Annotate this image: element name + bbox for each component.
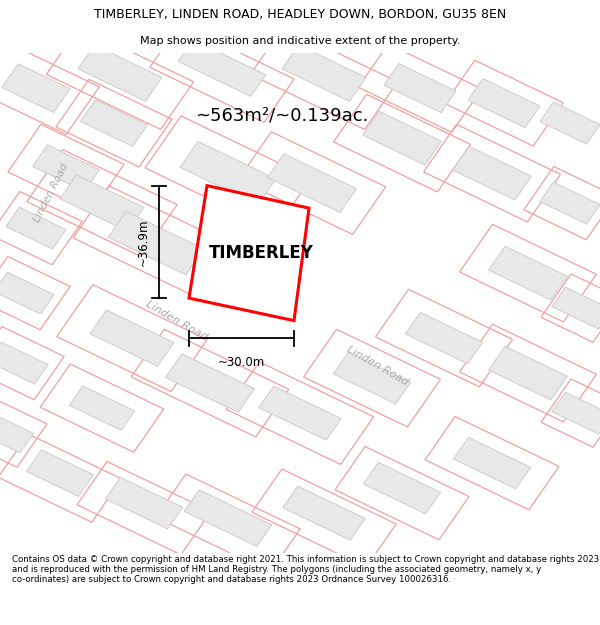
Polygon shape <box>184 490 272 546</box>
Text: TIMBERLEY: TIMBERLEY <box>209 244 313 262</box>
Polygon shape <box>283 486 365 540</box>
Polygon shape <box>2 64 70 112</box>
Text: Linden Road: Linden Road <box>346 344 410 388</box>
Polygon shape <box>259 386 341 440</box>
Text: ~30.0m: ~30.0m <box>218 356 265 369</box>
Polygon shape <box>60 175 144 231</box>
Polygon shape <box>189 186 309 321</box>
Polygon shape <box>488 246 568 300</box>
Polygon shape <box>0 272 54 314</box>
Text: Linden Road: Linden Road <box>145 299 209 343</box>
Polygon shape <box>454 438 530 489</box>
Polygon shape <box>488 346 568 400</box>
Text: Linden Road: Linden Road <box>32 162 70 224</box>
Polygon shape <box>32 145 100 191</box>
Polygon shape <box>384 64 456 112</box>
Polygon shape <box>6 207 66 249</box>
Polygon shape <box>78 45 162 101</box>
Text: Contains OS data © Crown copyright and database right 2021. This information is : Contains OS data © Crown copyright and d… <box>12 554 599 584</box>
Polygon shape <box>452 146 532 200</box>
Polygon shape <box>106 478 182 529</box>
Polygon shape <box>90 310 174 366</box>
Polygon shape <box>540 102 600 144</box>
Polygon shape <box>178 40 266 96</box>
Polygon shape <box>0 413 34 453</box>
Polygon shape <box>80 100 148 146</box>
Polygon shape <box>166 354 254 412</box>
Polygon shape <box>540 182 600 224</box>
Text: TIMBERLEY, LINDEN ROAD, HEADLEY DOWN, BORDON, GU35 8EN: TIMBERLEY, LINDEN ROAD, HEADLEY DOWN, BO… <box>94 8 506 21</box>
Text: Map shows position and indicative extent of the property.: Map shows position and indicative extent… <box>140 36 460 46</box>
Polygon shape <box>69 386 135 431</box>
Polygon shape <box>268 154 356 212</box>
Polygon shape <box>552 287 600 329</box>
Polygon shape <box>334 352 410 404</box>
Polygon shape <box>180 141 276 205</box>
Polygon shape <box>362 111 442 165</box>
Polygon shape <box>468 79 540 128</box>
Text: ~36.9m: ~36.9m <box>137 218 150 266</box>
Polygon shape <box>364 462 440 514</box>
Polygon shape <box>282 45 366 101</box>
Polygon shape <box>0 342 48 384</box>
Text: ~563m²/~0.139ac.: ~563m²/~0.139ac. <box>196 107 368 124</box>
Polygon shape <box>552 392 600 434</box>
Polygon shape <box>26 450 94 496</box>
Polygon shape <box>406 312 482 364</box>
Polygon shape <box>108 211 204 275</box>
